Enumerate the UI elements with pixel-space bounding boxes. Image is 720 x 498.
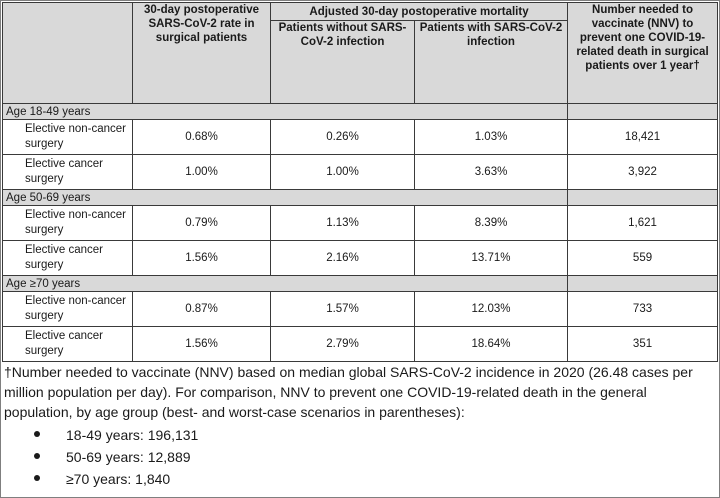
sars-rate-cell: 1.00% bbox=[132, 154, 271, 190]
bullet-item: 18-49 years: 196,131 bbox=[34, 424, 716, 446]
header-without-infection: Patients without SARS-CoV-2 infection bbox=[270, 20, 415, 104]
nnv-cell: 351 bbox=[567, 326, 719, 362]
sars-rate-cell: 1.56% bbox=[132, 326, 271, 362]
surgery-type-cell: Elective non-cancer surgery bbox=[2, 205, 133, 241]
bullet-dot-icon bbox=[34, 475, 40, 482]
table-row: Elective cancer surgery 1.00% 1.00% 3.63% 3,… bbox=[2, 154, 719, 190]
mortality-without-cell: 0.26% bbox=[270, 119, 415, 155]
mortality-without-cell: 2.79% bbox=[270, 326, 415, 362]
bullet-item: 50-69 years: 12,889 bbox=[34, 446, 716, 468]
age-group-empty-cell bbox=[567, 189, 719, 206]
sars-rate-cell: 0.68% bbox=[132, 119, 271, 155]
sars-rate-cell: 0.79% bbox=[132, 205, 271, 241]
age-group-empty-cell bbox=[567, 275, 719, 292]
nnv-cell: 559 bbox=[567, 240, 719, 276]
age-group-label: Age ≥70 years bbox=[1, 275, 569, 292]
nnv-cell: 1,621 bbox=[567, 205, 719, 241]
mortality-without-cell: 1.57% bbox=[270, 291, 415, 327]
nnv-cell: 18,421 bbox=[567, 119, 719, 155]
age-group-row: Age 18-49 years bbox=[1, 103, 719, 120]
header-sars-rate: 30-day postoperative SARS-CoV-2 rate in … bbox=[132, 2, 271, 104]
bullet-text: 50-69 years: 12,889 bbox=[66, 449, 191, 465]
table-row: Elective non-cancer surgery 0.87% 1.57% 12.… bbox=[2, 291, 719, 327]
table-row: Elective cancer surgery 1.56% 2.16% 13.71% 5… bbox=[2, 240, 719, 276]
bullet-item: ≥70 years: 1,840 bbox=[34, 468, 716, 490]
nnv-cell: 3,922 bbox=[567, 154, 719, 190]
footnote: †Number needed to vaccinate (NNV) based … bbox=[4, 362, 716, 490]
surgery-type-cell: Elective non-cancer surgery bbox=[2, 291, 133, 327]
bullet-dot-icon bbox=[34, 453, 40, 460]
mortality-with-cell: 18.64% bbox=[413, 326, 569, 362]
surgery-type-cell: Elective cancer surgery bbox=[2, 154, 133, 190]
mortality-with-cell: 3.63% bbox=[413, 154, 569, 190]
sars-rate-cell: 1.56% bbox=[132, 240, 271, 276]
table-row: Elective cancer surgery 1.56% 2.79% 18.64% 3… bbox=[2, 326, 719, 362]
age-group-row: Age 50-69 years bbox=[1, 189, 719, 206]
sars-rate-cell: 0.87% bbox=[132, 291, 271, 327]
age-group-label: Age 18-49 years bbox=[1, 103, 569, 120]
mortality-with-cell: 8.39% bbox=[413, 205, 569, 241]
table-row: Elective non-cancer surgery 0.79% 1.13% 8.3… bbox=[2, 205, 719, 241]
table-row: Elective non-cancer surgery 0.68% 0.26% 1.0… bbox=[2, 119, 719, 155]
nnv-table: 30-day postoperative SARS-CoV-2 rate in … bbox=[1, 2, 719, 362]
mortality-without-cell: 1.13% bbox=[270, 205, 415, 241]
bullet-list: 18-49 years: 196,131 50-69 years: 12,889 ≥… bbox=[4, 424, 716, 490]
surgery-type-cell: Elective cancer surgery bbox=[2, 240, 133, 276]
surgery-type-cell: Elective non-cancer surgery bbox=[2, 119, 133, 155]
header-mortality-group: Adjusted 30-day postoperative mortality bbox=[269, 2, 569, 21]
table-body: Age 18-49 years Elective non-cancer surge… bbox=[1, 103, 719, 362]
age-group-label: Age 50-69 years bbox=[1, 189, 569, 206]
bullet-text: 18-49 years: 196,131 bbox=[66, 427, 199, 443]
mortality-with-cell: 1.03% bbox=[413, 119, 569, 155]
age-group-empty-cell bbox=[567, 103, 719, 120]
mortality-with-cell: 13.71% bbox=[413, 240, 569, 276]
mortality-with-cell: 12.03% bbox=[413, 291, 569, 327]
footnote-text: †Number needed to vaccinate (NNV) based … bbox=[4, 364, 693, 420]
surgery-type-cell: Elective cancer surgery bbox=[2, 326, 133, 362]
bullet-dot-icon bbox=[34, 431, 40, 438]
age-group-row: Age ≥70 years bbox=[1, 275, 719, 292]
nnv-cell: 733 bbox=[567, 291, 719, 327]
bullet-text: ≥70 years: 1,840 bbox=[66, 471, 171, 487]
mortality-without-cell: 1.00% bbox=[270, 154, 415, 190]
mortality-without-cell: 2.16% bbox=[270, 240, 415, 276]
header-nnv: Number needed to vaccinate (NNV) to prev… bbox=[567, 2, 719, 104]
header-empty-cell bbox=[2, 2, 133, 104]
header-with-infection: Patients with SARS-CoV-2 infection bbox=[413, 20, 569, 104]
